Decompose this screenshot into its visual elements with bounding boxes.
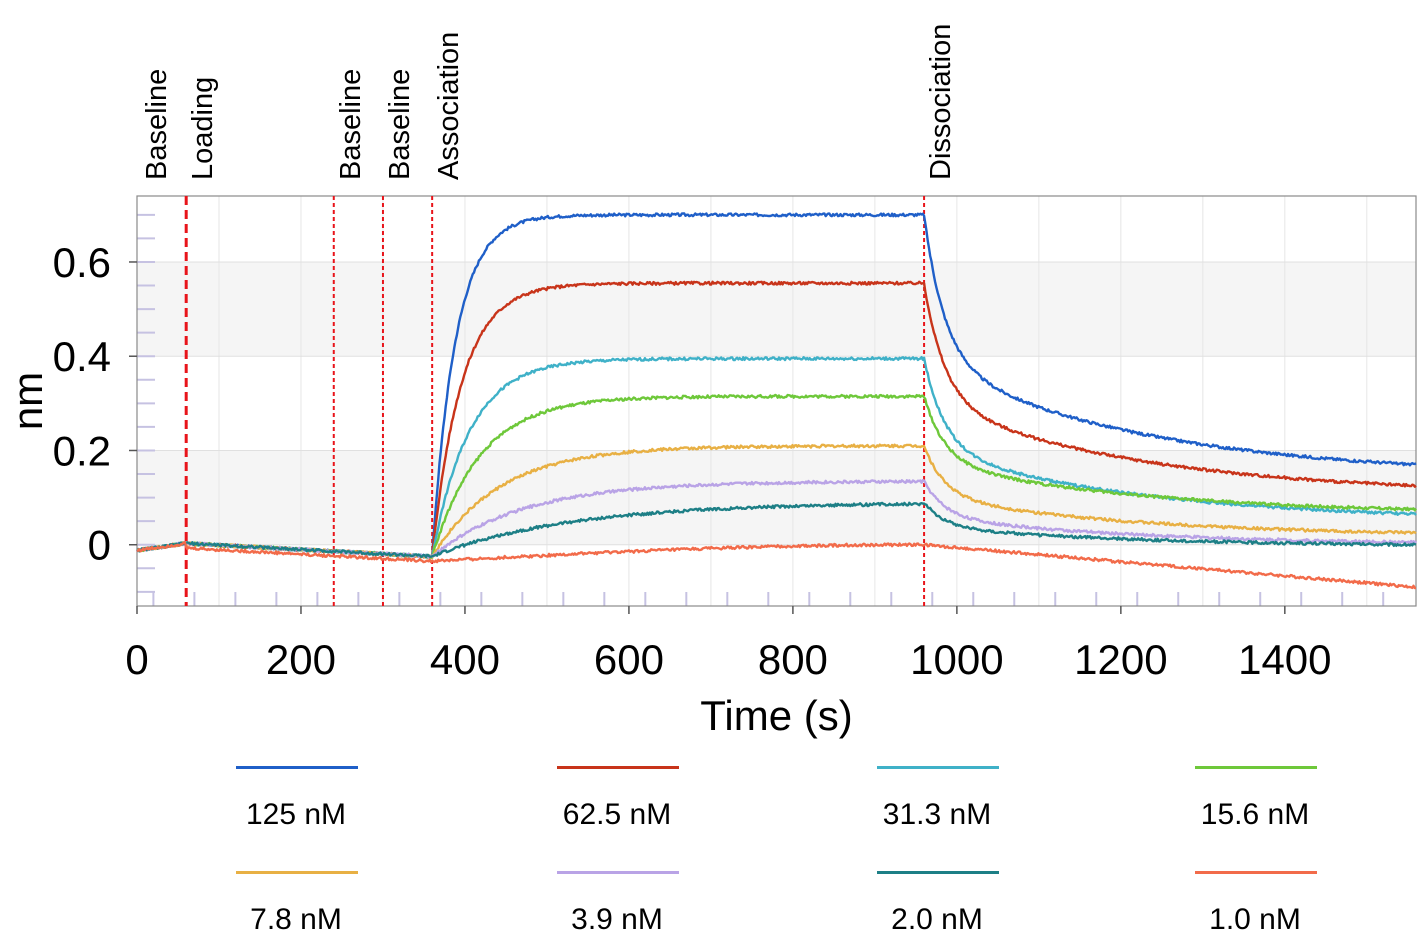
legend-item: 1.0 nM: [1155, 845, 1355, 945]
legend-label: 3.9 nM: [571, 903, 663, 936]
y-tick-label: 0.2: [53, 427, 111, 474]
y-tick-label: 0: [88, 522, 111, 569]
legend-swatch: [877, 871, 999, 874]
plot-band: [137, 261, 1416, 357]
legend-item: 2.0 nM: [837, 845, 1037, 945]
legend-label: 1.0 nM: [1209, 903, 1301, 936]
step-marker-label: Loading: [187, 77, 219, 180]
y-tick-label: 0.4: [53, 333, 111, 380]
legend-item: 62.5 nM: [517, 740, 717, 840]
x-axis-label: Time (s): [700, 692, 852, 739]
plot-band: [137, 450, 1416, 545]
x-tick-label: 600: [594, 636, 664, 683]
legend-swatch: [557, 766, 679, 769]
legend-swatch: [1195, 871, 1317, 874]
x-tick-label: 1200: [1074, 636, 1167, 683]
legend-label: 125 nM: [245, 798, 347, 831]
x-tick-label: 1000: [910, 636, 1003, 683]
x-tick-label: 200: [266, 636, 336, 683]
legend-label: 31.3 nM: [882, 798, 992, 831]
x-tick-label: 400: [430, 636, 500, 683]
legend-label: 62.5 nM: [562, 798, 672, 831]
legend-swatch: [1195, 766, 1317, 769]
legend-item: 15.6 nM: [1155, 740, 1355, 840]
legend-swatch: [236, 766, 358, 769]
x-tick-label: 1400: [1238, 636, 1331, 683]
plot-svg: 0 200 400 600 800 1000 1200 1400 0 0.2 0.4 0.6 Time …: [4, 24, 1418, 739]
y-axis-label: nm: [4, 372, 51, 430]
step-marker-label: Association: [433, 32, 465, 180]
legend-swatch: [877, 766, 999, 769]
series-line: [136, 541, 1417, 590]
step-marker-label: Baseline: [384, 69, 416, 180]
legend-item: 3.9 nM: [517, 845, 717, 945]
x-tick-label: 800: [758, 636, 828, 683]
legend-label: 7.8 nM: [250, 903, 342, 936]
y-tick-label: 0.6: [53, 239, 111, 286]
legend: 125 nM 62.5 nM 31.3 nM 15.6 nM 7.8 nM 3.…: [0, 740, 1421, 936]
step-marker-label: Baseline: [141, 69, 173, 180]
legend-item: 7.8 nM: [196, 845, 396, 945]
plot-frame: [136, 195, 1417, 607]
legend-swatch: [236, 871, 358, 874]
x-tick-label: 0: [125, 636, 148, 683]
legend-item: 31.3 nM: [837, 740, 1037, 840]
legend-swatch: [557, 871, 679, 874]
legend-label: 2.0 nM: [891, 903, 983, 936]
series-line: [136, 501, 1417, 559]
step-marker-label: Dissociation: [925, 24, 957, 180]
legend-label: 15.6 nM: [1200, 798, 1310, 831]
legend-item: 125 nM: [196, 740, 396, 840]
step-marker-label: Baseline: [335, 69, 367, 180]
